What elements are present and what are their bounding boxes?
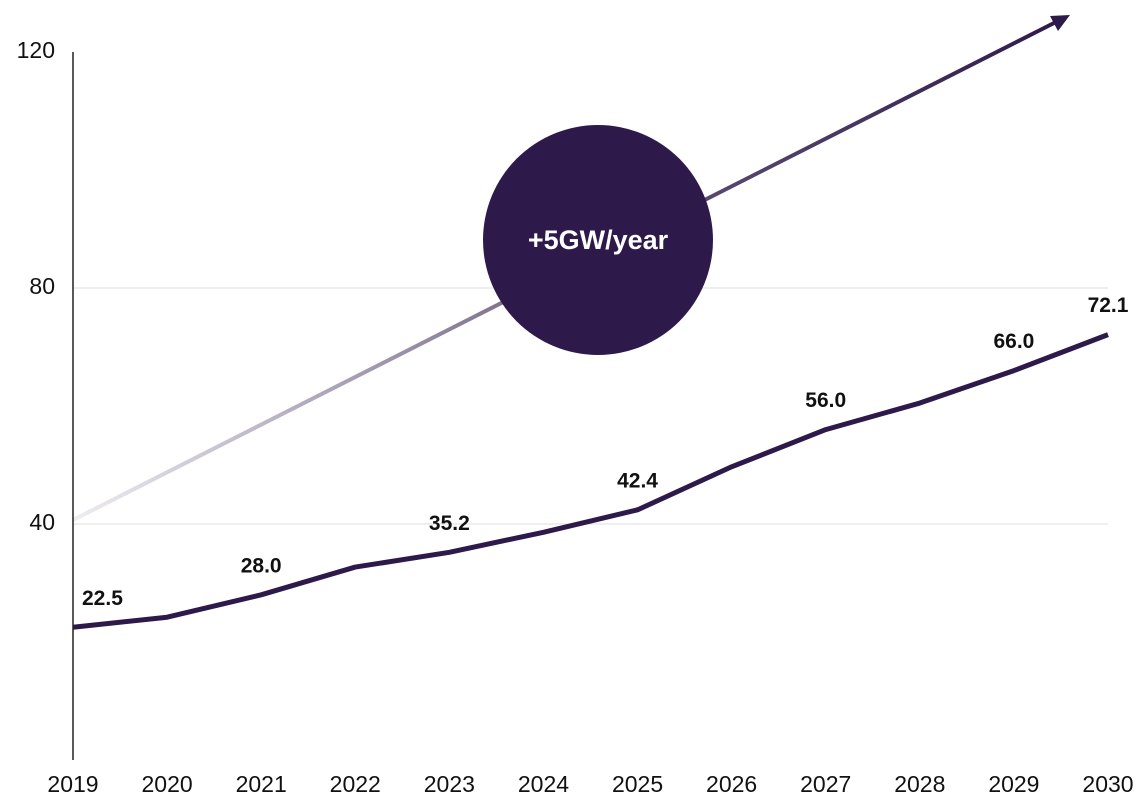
arrow-head bbox=[1050, 15, 1070, 31]
x-tick-label: 2027 bbox=[800, 771, 851, 797]
x-tick-label: 2026 bbox=[706, 771, 757, 797]
value-label: 66.0 bbox=[993, 330, 1034, 353]
x-tick-label: 2021 bbox=[236, 771, 287, 797]
x-tick-label: 2022 bbox=[330, 771, 381, 797]
x-tick-label: 2019 bbox=[47, 771, 98, 797]
value-label: 72.1 bbox=[1088, 294, 1129, 317]
x-tick-label: 2024 bbox=[518, 771, 569, 797]
value-label: 22.5 bbox=[82, 587, 123, 610]
value-label: 42.4 bbox=[617, 469, 658, 492]
line bbox=[72, 332, 1109, 630]
x-tick-label: 2029 bbox=[988, 771, 1039, 797]
value-label: 56.0 bbox=[805, 389, 846, 412]
y-tick-label: 40 bbox=[29, 509, 55, 535]
value-label: 35.2 bbox=[429, 512, 470, 535]
x-tick-label: 2030 bbox=[1082, 771, 1133, 797]
x-tick-label: 2025 bbox=[612, 771, 663, 797]
annotation-circle bbox=[483, 125, 713, 355]
x-tick-label: 2023 bbox=[424, 771, 475, 797]
annotation: +5GW/year bbox=[528, 225, 669, 255]
value-label: 28.0 bbox=[241, 554, 282, 577]
x-tick-label: 2020 bbox=[142, 771, 193, 797]
y-tick-label: 120 bbox=[17, 37, 55, 63]
y-tick-label: 80 bbox=[29, 273, 55, 299]
x-tick-label: 2028 bbox=[894, 771, 945, 797]
